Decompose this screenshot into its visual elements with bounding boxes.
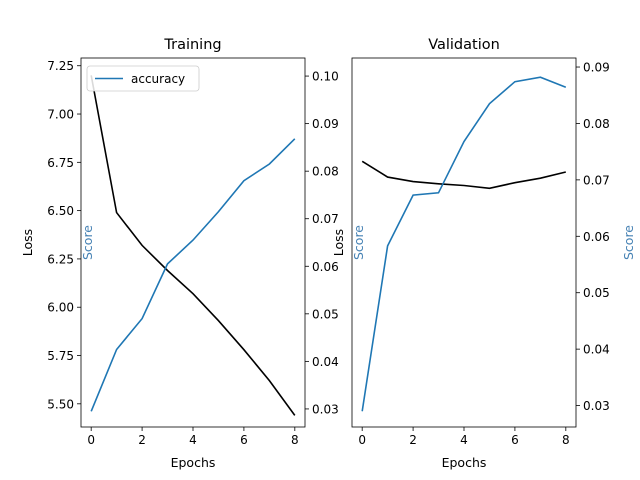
y-axis-label: Loss (20, 229, 35, 256)
y-tick-label: 5.75 (47, 349, 74, 363)
axes-frame (80, 57, 306, 428)
y2-tick-label: 0.05 (312, 307, 339, 321)
y2-tick-label: 0.09 (312, 117, 339, 131)
validation-panel: Validation 0 2 4 6 8 Epochs Loss Score 0.03 0.04 0.… (331, 37, 636, 470)
x-tick-label: 4 (460, 433, 468, 447)
x-tick-label: 6 (511, 433, 519, 447)
x-axis-label: Epochs (171, 455, 216, 470)
score-axis-label-left: Score (351, 225, 366, 260)
score-axis-label-left: Score (80, 225, 95, 260)
y2-tick-label: 0.07 (312, 212, 339, 226)
axes-frame (351, 57, 577, 428)
x-tick-label: 2 (138, 433, 146, 447)
x-tick-label: 8 (291, 433, 299, 447)
y-tick-label: 6.50 (47, 204, 74, 218)
y2-tick-label: 0.08 (312, 165, 339, 179)
y2-tick-label: 0.09 (583, 61, 610, 75)
x-tick-label: 0 (358, 433, 366, 447)
x-axis-label: Epochs (442, 455, 487, 470)
score-axis-label-right: Score (621, 225, 636, 260)
y2-tick-label: 0.10 (312, 70, 339, 84)
x-tick-label: 6 (240, 433, 248, 447)
y-tick-label: 6.00 (47, 301, 74, 315)
legend-box (86, 65, 200, 92)
y-tick-label: 5.50 (47, 397, 74, 411)
panel-title: Training (163, 37, 221, 53)
loss-line (361, 160, 566, 190)
y2-tick-label: 0.04 (583, 343, 610, 357)
x-tick-label: 0 (87, 433, 95, 447)
y2-tick-label: 0.07 (583, 173, 610, 187)
y-tick-label: 7.00 (47, 108, 74, 122)
y2-tick-label: 0.05 (583, 286, 610, 300)
y2-tick-label: 0.06 (583, 230, 610, 244)
panel-title: Validation (428, 37, 500, 53)
score-line (361, 76, 567, 412)
y-tick-label: 6.25 (47, 252, 74, 266)
x-tick-label: 4 (189, 433, 197, 447)
training-panel: Training 0 2 4 6 8 Epochs 5.50 5.75 6.00 6.25 6.50 6… (20, 37, 339, 470)
y2-tick-label: 0.08 (583, 117, 610, 131)
score-line (90, 138, 296, 412)
y2-tick-label: 0.03 (312, 402, 339, 416)
y-tick-label: 7.25 (47, 59, 74, 73)
y-axis-label: Loss (331, 229, 346, 256)
x-tick-label: 2 (409, 433, 417, 447)
y-tick-label: 6.75 (47, 156, 74, 170)
legend-label: accuracy (131, 72, 185, 86)
y2-tick-label: 0.04 (312, 355, 339, 369)
y2-tick-label: 0.03 (583, 399, 610, 413)
x-tick-label: 8 (562, 433, 570, 447)
loss-line (90, 75, 296, 416)
y2-tick-label: 0.06 (312, 260, 339, 274)
